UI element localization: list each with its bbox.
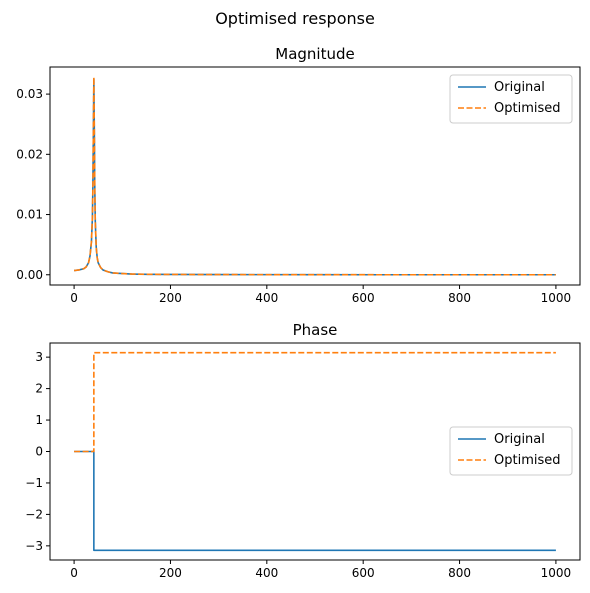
x-tick-label: 0 — [70, 566, 78, 580]
figure-suptitle: Optimised response — [215, 9, 375, 28]
y-tick-label: 0.01 — [16, 208, 43, 222]
chart-panel-phase: Phase 0 200 400 600 800 1000 −3 −2 −1 0 1 2 3 Original… — [25, 321, 580, 580]
legend: Original Optimised — [450, 427, 572, 475]
legend-label-original: Original — [494, 80, 545, 95]
y-tick-label: 3 — [35, 350, 43, 364]
y-tick-label: 0 — [35, 445, 43, 459]
chart-title: Magnitude — [275, 45, 354, 63]
x-tick-label: 600 — [352, 566, 375, 580]
chart-title: Phase — [293, 321, 338, 339]
legend-label-original: Original — [494, 432, 545, 447]
legend-label-optimised: Optimised — [494, 453, 561, 468]
x-tick-label: 600 — [352, 291, 375, 305]
x-tick-label: 200 — [159, 566, 182, 580]
legend: Original Optimised — [450, 75, 572, 123]
y-tick-label: 0.00 — [16, 268, 43, 282]
legend-label-optimised: Optimised — [494, 101, 561, 116]
y-tick-label: −2 — [25, 507, 43, 521]
x-tick-label: 0 — [70, 291, 78, 305]
chart-panel-magnitude: Magnitude 0 200 400 600 800 1000 0.00 0.01 0.02 0.… — [16, 45, 580, 305]
y-tick-label: 2 — [35, 382, 43, 396]
x-tick-label: 1000 — [541, 566, 572, 580]
x-tick-label: 400 — [255, 291, 278, 305]
x-tick-label: 800 — [448, 291, 471, 305]
x-tick-label: 400 — [255, 566, 278, 580]
y-tick-label: 0.02 — [16, 147, 43, 161]
y-tick-label: 1 — [35, 413, 43, 427]
x-tick-label: 1000 — [541, 291, 572, 305]
x-tick-label: 800 — [448, 566, 471, 580]
x-tick-label: 200 — [159, 291, 182, 305]
y-tick-label: 0.03 — [16, 87, 43, 101]
y-tick-label: −1 — [25, 476, 43, 490]
y-tick-label: −3 — [25, 539, 43, 553]
